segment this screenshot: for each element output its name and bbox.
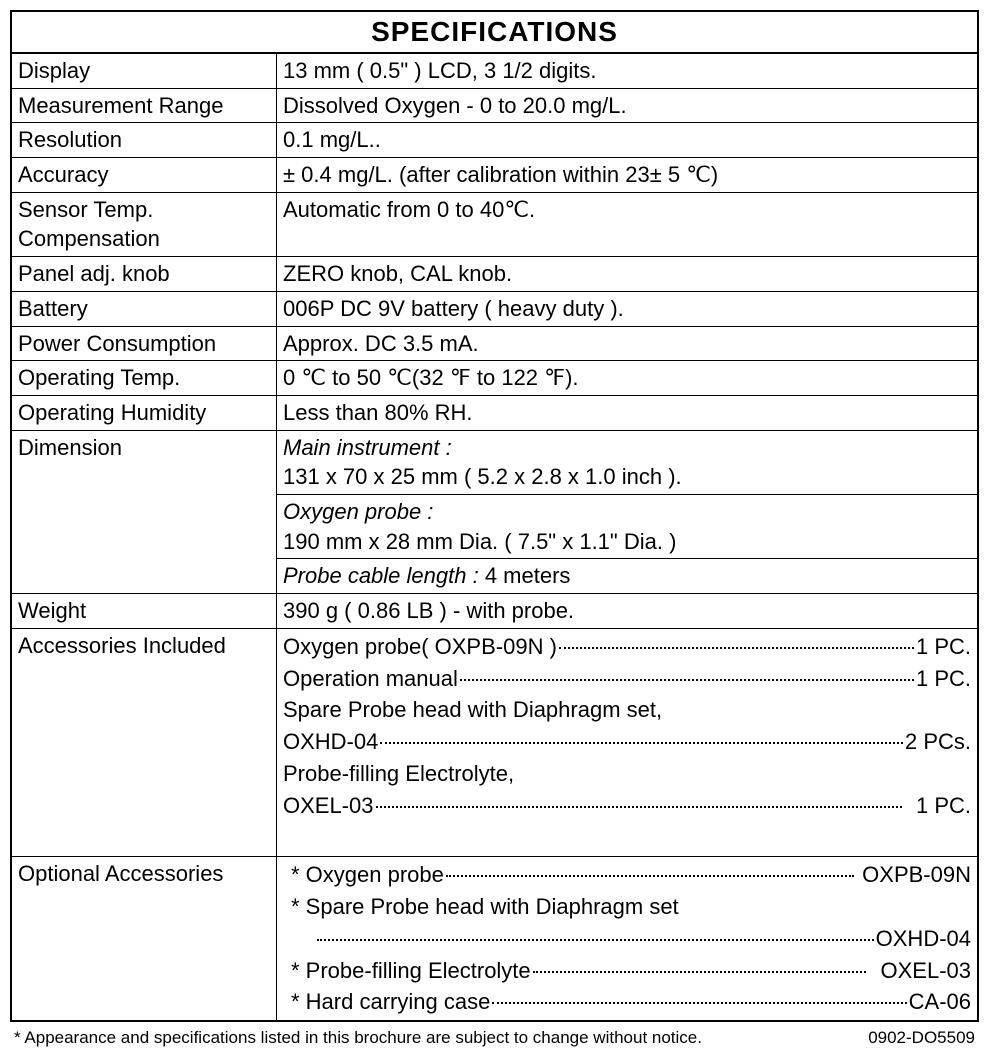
- label-measurement-range: Measurement Range: [12, 89, 277, 123]
- optional-name: * Probe-filling Electrolyte: [291, 955, 531, 987]
- optional-name-line1: * Spare Probe head with Diaphragm set: [291, 891, 971, 923]
- row-display: Display 13 mm ( 0.5" ) LCD, 3 1/2 digits…: [12, 54, 977, 89]
- dimension-probe: Oxygen probe : 190 mm x 28 mm Dia. ( 7.5…: [277, 495, 977, 559]
- row-accuracy: Accuracy ± 0.4 mg/L. (after calibration …: [12, 158, 977, 193]
- value-battery: 006P DC 9V battery ( heavy duty ).: [277, 292, 977, 326]
- value-resolution: 0.1 mg/L..: [277, 123, 977, 157]
- optional-name: * Hard carrying case: [291, 986, 490, 1018]
- optional-code: OXHD-04: [876, 923, 971, 955]
- optional-item-multiline: * Spare Probe head with Diaphragm set OX…: [291, 891, 971, 955]
- row-op-temp: Operating Temp. 0 ℃ to 50 ℃(32 ℉ to 122 …: [12, 361, 977, 396]
- leader-dots: [533, 971, 867, 973]
- label-battery: Battery: [12, 292, 277, 326]
- leader-dots: [380, 742, 903, 744]
- optional-name: * Oxygen probe: [291, 859, 444, 891]
- dimension-group: Main instrument : 131 x 70 x 25 mm ( 5.2…: [277, 431, 977, 593]
- optional-item: * Probe-filling Electrolyte OXEL-03: [291, 955, 971, 987]
- optional-code: CA-06: [909, 986, 971, 1018]
- row-power: Power Consumption Approx. DC 3.5 mA.: [12, 327, 977, 362]
- accessory-item-multiline: Probe-filling Electrolyte, OXEL-03 1 PC.: [283, 758, 971, 822]
- accessory-name-line2: OXHD-04: [283, 726, 378, 758]
- label-resolution: Resolution: [12, 123, 277, 157]
- optional-item: * Hard carrying case CA-06: [291, 986, 971, 1018]
- optional-item: * Oxygen probe OXPB-09N: [291, 859, 971, 891]
- leader-dots: [317, 939, 874, 941]
- dimension-cable-head: Probe cable length :: [283, 563, 479, 588]
- accessory-name-line1: Spare Probe head with Diaphragm set,: [283, 694, 971, 726]
- specifications-table: SPECIFICATIONS Display 13 mm ( 0.5" ) LC…: [10, 10, 979, 1022]
- leader-dots: [376, 806, 902, 808]
- label-dimension: Dimension: [12, 431, 277, 593]
- footer-note: * Appearance and specifications listed i…: [14, 1028, 702, 1048]
- leader-dots: [460, 679, 914, 681]
- label-accuracy: Accuracy: [12, 158, 277, 192]
- value-display: 13 mm ( 0.5" ) LCD, 3 1/2 digits.: [277, 54, 977, 88]
- label-optional-accessories: Optional Accessories: [12, 857, 277, 1020]
- accessory-qty: 1 PC.: [904, 790, 971, 822]
- value-accuracy: ± 0.4 mg/L. (after calibration within 23…: [277, 158, 977, 192]
- value-power: Approx. DC 3.5 mA.: [277, 327, 977, 361]
- leader-dots: [492, 1002, 906, 1004]
- label-display: Display: [12, 54, 277, 88]
- value-panel-adj: ZERO knob, CAL knob.: [277, 257, 977, 291]
- optional-code: OXEL-03: [868, 955, 971, 987]
- leader-dots: [446, 875, 854, 877]
- accessory-name-line1: Probe-filling Electrolyte,: [283, 758, 971, 790]
- leader-dots: [559, 647, 914, 649]
- footer: * Appearance and specifications listed i…: [10, 1022, 979, 1048]
- accessory-name-line2: OXEL-03: [283, 790, 374, 822]
- dimension-probe-head: Oxygen probe :: [283, 499, 433, 524]
- accessory-item: Operation manual 1 PC.: [283, 663, 971, 695]
- row-optional-accessories: Optional Accessories * Oxygen probe OXPB…: [12, 857, 977, 1020]
- label-power: Power Consumption: [12, 327, 277, 361]
- dimension-main-head: Main instrument :: [283, 435, 452, 460]
- footer-code: 0902-DO5509: [868, 1028, 975, 1048]
- row-resolution: Resolution 0.1 mg/L..: [12, 123, 977, 158]
- accessory-item-multiline: Spare Probe head with Diaphragm set, OXH…: [283, 694, 971, 758]
- dimension-cable: Probe cable length : 4 meters: [277, 559, 977, 593]
- row-dimension: Dimension Main instrument : 131 x 70 x 2…: [12, 431, 977, 594]
- label-op-temp: Operating Temp.: [12, 361, 277, 395]
- label-op-humidity: Operating Humidity: [12, 396, 277, 430]
- accessory-name: Oxygen probe( OXPB-09N ): [283, 631, 557, 663]
- row-accessories-included: Accessories Included Oxygen probe( OXPB-…: [12, 629, 977, 857]
- value-op-humidity: Less than 80% RH.: [277, 396, 977, 430]
- row-weight: Weight 390 g ( 0.86 LB ) - with probe.: [12, 594, 977, 629]
- row-battery: Battery 006P DC 9V battery ( heavy duty …: [12, 292, 977, 327]
- accessory-qty: 2 PCs.: [905, 726, 971, 758]
- dimension-cable-val: 4 meters: [479, 563, 571, 588]
- label-sensor-temp: Sensor Temp. Compensation: [12, 193, 277, 256]
- label-panel-adj: Panel adj. knob: [12, 257, 277, 291]
- label-accessories-included: Accessories Included: [12, 629, 277, 856]
- accessory-item: Oxygen probe( OXPB-09N ) 1 PC.: [283, 631, 971, 663]
- table-title: SPECIFICATIONS: [12, 12, 977, 54]
- row-sensor-temp: Sensor Temp. Compensation Automatic from…: [12, 193, 977, 257]
- dimension-main: Main instrument : 131 x 70 x 25 mm ( 5.2…: [277, 431, 977, 495]
- value-sensor-temp: Automatic from 0 to 40℃.: [277, 193, 977, 256]
- dimension-main-val: 131 x 70 x 25 mm ( 5.2 x 2.8 x 1.0 inch …: [283, 464, 682, 489]
- optional-accessories-list: * Oxygen probe OXPB-09N * Spare Probe he…: [277, 857, 977, 1020]
- value-weight: 390 g ( 0.86 LB ) - with probe.: [277, 594, 977, 628]
- value-measurement-range: Dissolved Oxygen - 0 to 20.0 mg/L.: [277, 89, 977, 123]
- accessory-name: Operation manual: [283, 663, 458, 695]
- row-measurement-range: Measurement Range Dissolved Oxygen - 0 t…: [12, 89, 977, 124]
- dimension-probe-val: 190 mm x 28 mm Dia. ( 7.5" x 1.1" Dia. ): [283, 529, 676, 554]
- row-op-humidity: Operating Humidity Less than 80% RH.: [12, 396, 977, 431]
- row-panel-adj: Panel adj. knob ZERO knob, CAL knob.: [12, 257, 977, 292]
- accessories-included-list: Oxygen probe( OXPB-09N ) 1 PC. Operation…: [277, 629, 977, 856]
- optional-code: OXPB-09N: [856, 859, 971, 891]
- accessory-qty: 1 PC.: [916, 663, 971, 695]
- accessory-qty: 1 PC.: [916, 631, 971, 663]
- value-op-temp: 0 ℃ to 50 ℃(32 ℉ to 122 ℉).: [277, 361, 977, 395]
- label-weight: Weight: [12, 594, 277, 628]
